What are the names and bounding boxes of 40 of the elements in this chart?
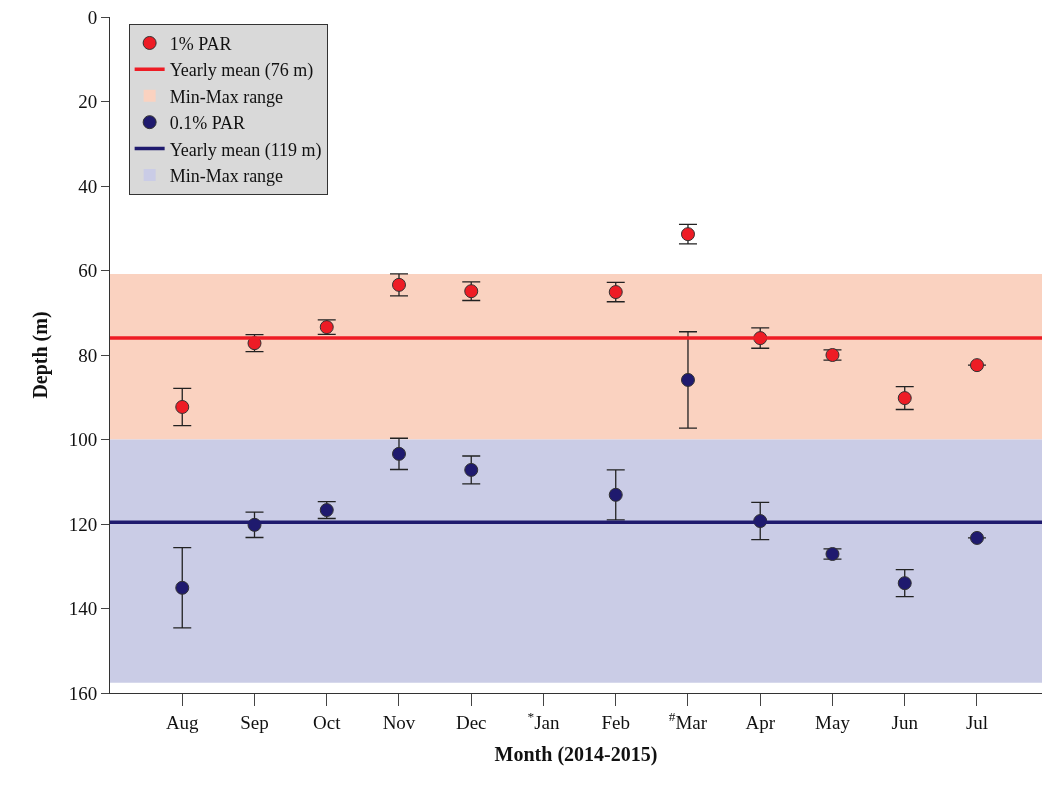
y-tick-label: 140 [68,598,98,620]
y-tick-label: 80 [78,344,98,366]
x-tick-label: May [815,711,851,733]
x-axis-title: Month (2014-2015) [494,743,658,767]
point [392,277,406,292]
point [897,576,912,591]
y-tick-label: 20 [78,91,98,113]
y-tick-label: 0 [87,6,98,28]
legend-label: Yearly mean (119 m) [169,139,322,161]
x-tick-label: Apr [745,711,776,733]
x-tick-label: Dec [455,711,487,733]
x-tick-label: Aug [165,711,200,733]
point [175,580,190,595]
y-axis-title: Depth (m) [29,311,53,399]
y-tick-label: 120 [68,513,98,535]
point [175,399,190,414]
y-tick-label: 60 [78,260,98,282]
x-tick-label: Oct [313,711,342,733]
legend-label: Min-Max range [169,86,284,107]
point [464,462,479,477]
point [969,530,984,545]
legend-label: Yearly mean (76 m) [169,60,314,82]
point [680,372,695,387]
legend-label: 0.1% PAR [169,113,245,134]
point [608,487,623,502]
x-tick-label: Nov [382,711,416,733]
x-tick-label: Jun [891,711,919,733]
legend-label: 1% PAR [169,33,232,54]
point [897,391,912,406]
x-tick-label: Jul [965,711,989,733]
x-tick-label: $^{#}$Mar [668,708,708,733]
y-tick-label: 160 [68,682,98,704]
y-tick-label: 100 [68,429,98,451]
x-tick-label: Sep [240,711,269,733]
point [392,446,406,461]
x-tick-label: $^{*}$Jan [527,708,560,733]
y-tick-label: 40 [78,175,98,197]
point [969,358,984,373]
x-tick-label: Feb [601,711,630,733]
legend-label: Min-Max range [169,165,284,186]
